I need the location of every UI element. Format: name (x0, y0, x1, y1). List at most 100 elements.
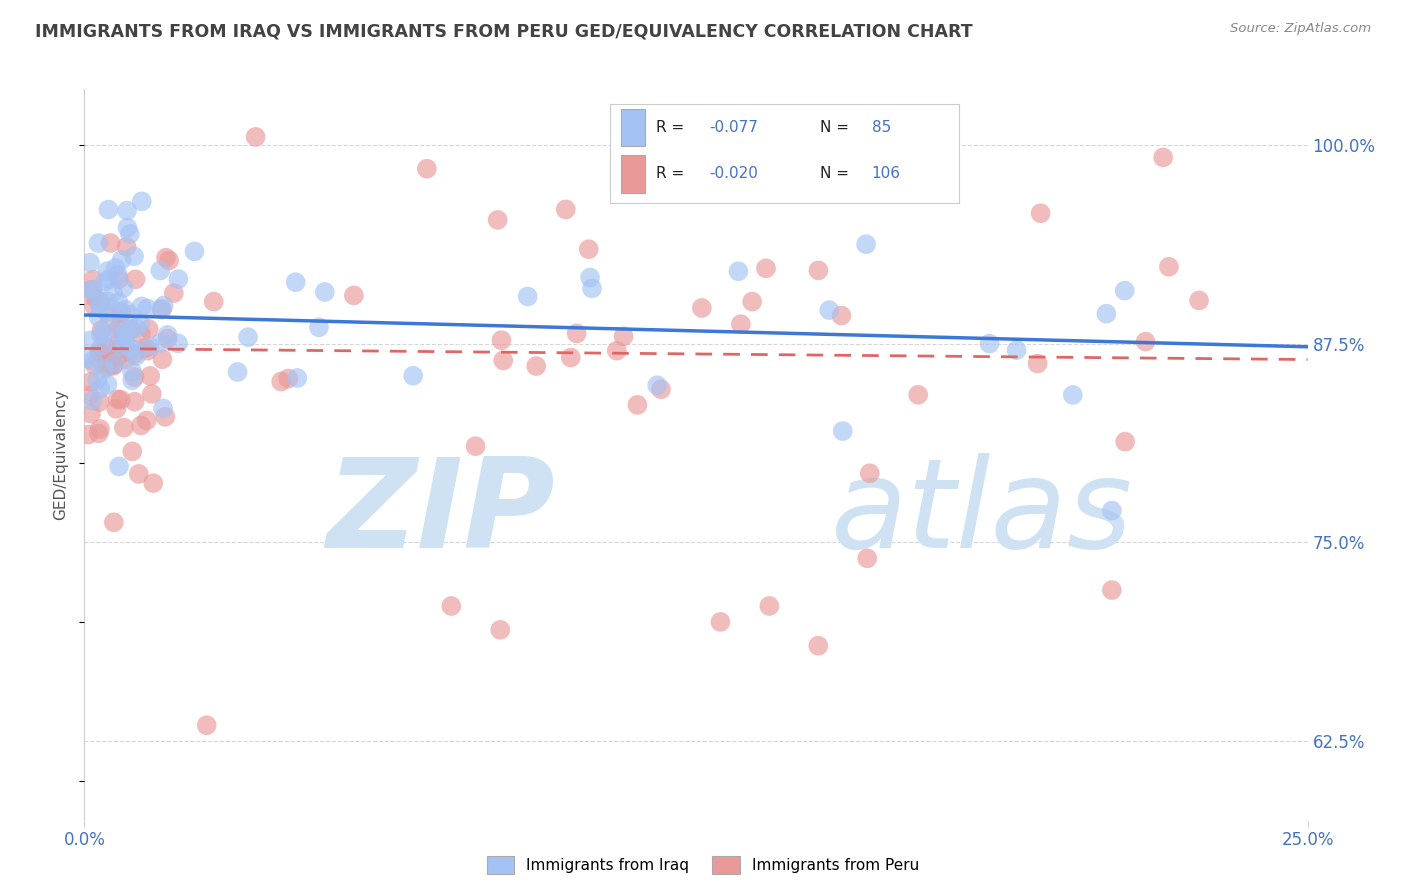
Point (741, 294, 763, 309)
Point (202, 294, 225, 309)
Point (114, 336, 136, 351)
Point (120, 322, 142, 336)
Point (121, 342, 143, 356)
Point (124, 272, 146, 286)
Point (124, 347, 146, 361)
Text: atlas: atlas (831, 453, 1133, 574)
Point (77, 427, 100, 442)
Point (86, 373, 108, 387)
Point (855, 237, 877, 252)
Text: Source: ZipAtlas.com: Source: ZipAtlas.com (1230, 22, 1371, 36)
Point (136, 301, 159, 316)
Point (709, 615, 731, 629)
Point (82, 353, 104, 368)
Point (464, 439, 486, 453)
Point (96, 294, 118, 309)
Point (859, 467, 882, 481)
Point (108, 319, 131, 334)
Point (87, 310, 110, 325)
Point (89, 344, 111, 359)
Point (82, 283, 104, 297)
Point (105, 343, 128, 357)
Point (314, 285, 336, 299)
Point (492, 353, 515, 368)
Point (156, 328, 179, 343)
Point (89, 346, 111, 360)
Point (167, 272, 190, 286)
Point (1029, 206, 1052, 220)
Point (1062, 388, 1084, 402)
Y-axis label: GED/Equivalency: GED/Equivalency (53, 390, 69, 520)
Point (93, 362, 115, 376)
Point (831, 424, 853, 438)
Point (122, 249, 145, 263)
Point (560, 351, 582, 365)
Point (118, 227, 141, 241)
Point (79, 388, 101, 402)
Point (491, 333, 513, 347)
Point (135, 413, 157, 427)
Point (115, 203, 138, 218)
Point (236, 330, 259, 344)
Point (1157, 260, 1180, 274)
Point (79, 375, 101, 389)
Point (110, 305, 132, 319)
Point (115, 323, 138, 337)
Point (110, 252, 132, 267)
Point (122, 343, 145, 357)
Point (107, 335, 129, 350)
Point (94, 275, 117, 289)
Point (96, 359, 118, 374)
Point (131, 299, 153, 313)
Point (129, 418, 152, 433)
Text: ZIP: ZIP (326, 453, 555, 574)
Point (524, 359, 547, 373)
Point (110, 339, 132, 353)
Point (110, 392, 132, 407)
Point (108, 459, 131, 474)
Point (121, 444, 143, 458)
Point (96, 377, 118, 392)
Point (107, 272, 129, 286)
Point (807, 263, 830, 277)
Point (107, 348, 129, 362)
Point (83, 358, 105, 372)
Point (142, 476, 165, 491)
Point (155, 409, 177, 424)
Point (807, 639, 830, 653)
Point (89, 294, 111, 309)
Point (89, 382, 111, 396)
Point (554, 202, 576, 217)
Point (107, 304, 129, 318)
Point (118, 308, 141, 322)
Point (82, 393, 104, 408)
Point (163, 286, 186, 301)
Point (89, 422, 111, 436)
Point (758, 599, 780, 613)
Point (157, 253, 180, 268)
Point (101, 285, 124, 300)
Point (121, 364, 143, 378)
Point (89, 351, 111, 366)
Point (139, 368, 162, 383)
Point (121, 373, 143, 387)
Point (755, 261, 778, 276)
Point (90, 327, 112, 342)
Point (1135, 334, 1157, 349)
Point (1101, 503, 1123, 517)
Point (1095, 307, 1118, 321)
Point (1114, 434, 1136, 449)
Point (626, 398, 648, 412)
Point (115, 240, 138, 254)
Point (114, 302, 136, 317)
Point (96, 341, 118, 355)
Point (100, 235, 122, 250)
Point (107, 295, 129, 310)
Point (104, 260, 127, 275)
Point (131, 194, 153, 209)
Point (80, 283, 103, 297)
Point (136, 343, 159, 358)
Point (183, 244, 205, 259)
Point (114, 326, 136, 340)
Text: IMMIGRANTS FROM IRAQ VS IMMIGRANTS FROM PERU GED/EQUIVALENCY CORRELATION CHART: IMMIGRANTS FROM IRAQ VS IMMIGRANTS FROM … (35, 22, 973, 40)
